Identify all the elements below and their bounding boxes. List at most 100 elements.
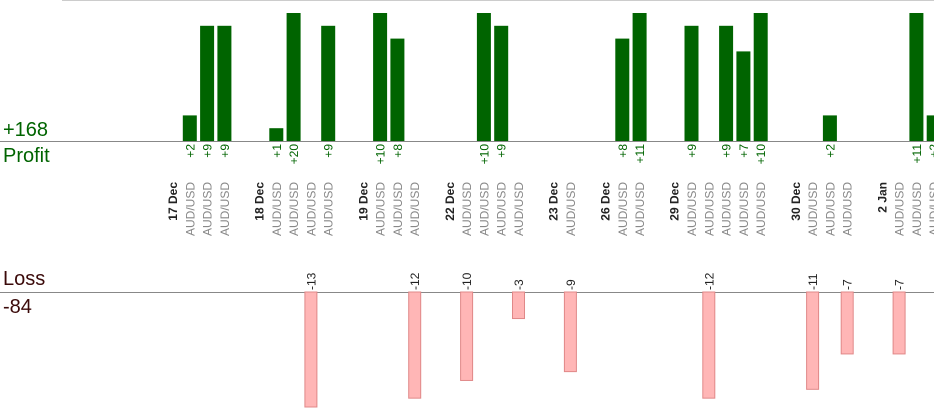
symbol-label: AUD/USD [927,182,934,236]
loss-bar [408,291,422,399]
loss-bar [702,291,716,399]
profit-value-label: +1 [270,144,284,158]
profit-value-label: +2 [927,144,934,158]
symbol-label: AUD/USD [806,182,820,236]
profit-bar [684,25,699,141]
profit-bar [632,13,647,141]
loss-bar [840,291,854,355]
symbol-label: AUD/USD [754,182,768,236]
profit-bar [476,13,491,141]
loss-value-label: -7 [893,279,907,290]
loss-value-label: -7 [841,279,855,290]
profit-value-label: +9 [685,144,699,158]
symbol-label: AUD/USD [512,182,526,236]
profit-bar [926,115,934,141]
profit-bar [286,13,301,141]
profit-value-label: +9 [495,144,509,158]
symbol-label: AUD/USD [183,182,197,236]
date-label: 29 Dec [668,182,682,221]
symbol-label: AUD/USD [910,182,924,236]
symbol-label: AUD/USD [218,182,232,236]
symbol-label: AUD/USD [495,182,509,236]
profit-bar [494,25,509,141]
profit-bar [753,13,768,141]
symbol-label: AUD/USD [374,182,388,236]
symbol-label: AUD/USD [287,182,301,236]
symbol-label: AUD/USD [702,182,716,236]
profit-bar [182,115,197,141]
symbol-labels: AUD/USD AUD/USD AUD/USD AUD/USD AUD/USD AUD/U… [183,182,934,236]
symbol-label: AUD/USD [685,182,699,236]
profit-bar [217,25,232,141]
symbol-label: AUD/USD [633,182,647,236]
date-label: 23 Dec [547,182,561,221]
loss-bar [806,291,820,390]
profit-value-label: +11 [910,144,924,164]
loss-value-label: -10 [460,272,474,290]
profit-bars [182,13,934,141]
symbol-label: AUD/USD [477,182,491,236]
profit-total: +168 [3,119,49,141]
symbol-label: AUD/USD [737,182,751,236]
profit-bar [909,13,924,141]
profit-value-label: +8 [616,144,630,158]
symbol-label: AUD/USD [841,182,855,236]
profit-value-label: +2 [183,144,197,158]
profit-labels: +2 +9 +9 +1 +20 +9 +10 +8 +10 +9 +8 +11 +9 +9 +7 +10 +2 +… [183,144,934,165]
loss-value-label: -13 [304,272,318,290]
profit-value-label: +7 [737,144,751,158]
profit-value-label: +9 [720,144,734,158]
loss-bar [304,291,318,408]
profit-bar [390,38,405,141]
date-labels: 17 Dec 18 Dec 19 Dec 22 Dec 23 Dec 26 Dec 29 D… [166,182,889,221]
symbol-label: AUD/USD [893,182,907,236]
profit-value-label: +9 [201,144,215,158]
symbol-label: AUD/USD [564,182,578,236]
loss-value-label: -9 [564,279,578,290]
date-label: 17 Dec [166,182,180,221]
date-label: 19 Dec [356,182,370,221]
date-label: 18 Dec [253,182,267,221]
profit-value-label: +8 [391,144,405,158]
date-label: 2 Jan [875,182,889,213]
symbol-label: AUD/USD [391,182,405,236]
profit-label: Profit [3,145,50,167]
loss-bar [512,291,525,320]
loss-bar [892,291,906,355]
profit-value-label: +9 [322,144,336,158]
profit-bar [736,51,751,141]
profit-bar [200,25,215,141]
symbol-label: AUD/USD [270,182,284,236]
symbol-label: AUD/USD [408,182,422,236]
profit-bar [321,25,336,141]
symbol-label: AUD/USD [304,182,318,236]
symbol-label: AUD/USD [201,182,215,236]
loss-label: Loss [3,268,46,290]
loss-bar [460,291,474,381]
symbol-label: AUD/USD [322,182,336,236]
profit-bar [822,115,837,141]
profit-value-label: +10 [374,144,388,165]
loss-labels: -13 -12 -10 -3 -9 -12 -11 -7 -7 [304,272,906,290]
profit-value-label: +11 [633,144,647,164]
profit-value-label: +20 [287,144,301,165]
profit-bar [269,128,284,141]
date-label: 30 Dec [789,182,803,221]
symbol-label: AUD/USD [460,182,474,236]
loss-total: -84 [3,296,32,318]
loss-bars [304,291,906,408]
symbol-label: AUD/USD [823,182,837,236]
date-label: 22 Dec [443,182,457,221]
loss-bar [563,291,577,373]
profit-value-label: +9 [218,144,232,158]
symbol-label: AUD/USD [616,182,630,236]
loss-value-label: -3 [512,279,526,290]
loss-value-label: -12 [702,272,716,290]
date-label: 26 Dec [599,182,613,221]
profit-bar [719,25,734,141]
loss-value-label: -11 [806,273,820,290]
profit-bar [373,13,388,141]
profit-bar [615,38,630,141]
profit-value-label: +2 [823,144,837,158]
